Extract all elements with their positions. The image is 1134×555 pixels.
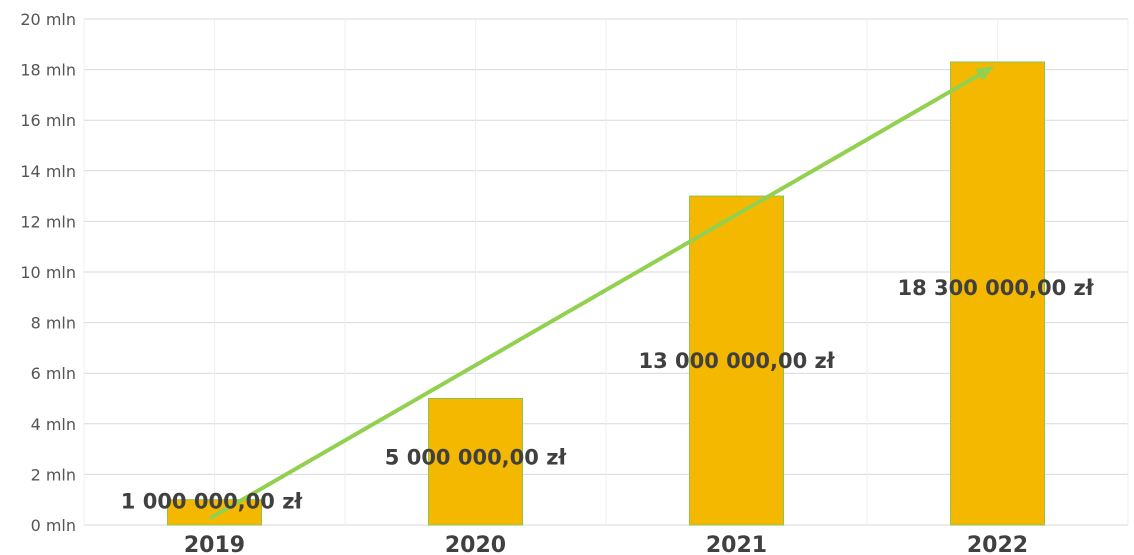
x-tick-label: 2021 xyxy=(706,533,767,555)
trend-line xyxy=(209,73,981,520)
y-tick-label: 16 mln xyxy=(20,111,76,130)
y-tick-label: 12 mln xyxy=(20,212,76,231)
y-tick-label: 8 mln xyxy=(31,314,76,333)
y-tick-label: 4 mln xyxy=(31,415,76,434)
data-labels: 1 000 000,00 zł 5 000 000,00 zł 13 000 000… xyxy=(121,276,1095,514)
data-label: 5 000 000,00 zł xyxy=(385,445,568,469)
x-axis: 2019 2020 2021 2022 xyxy=(184,533,1028,555)
y-tick-label: 6 mln xyxy=(31,364,76,383)
bar xyxy=(428,398,523,526)
y-tick-label: 20 mln xyxy=(20,10,76,29)
trend-arrowhead xyxy=(975,66,995,82)
y-tick-label: 14 mln xyxy=(20,162,76,181)
x-tick-label: 2019 xyxy=(184,533,245,555)
y-tick-label: 18 mln xyxy=(20,61,76,80)
bars xyxy=(167,61,1045,526)
data-label: 13 000 000,00 zł xyxy=(638,349,835,373)
y-tick-label: 0 mln xyxy=(31,516,76,535)
y-axis: 0 mln 2 mln 4 mln 6 mln 8 mln 10 mln 12 mln 14 … xyxy=(20,10,76,535)
trend xyxy=(209,66,995,520)
data-label: 18 300 000,00 zł xyxy=(897,276,1094,300)
x-tick-label: 2022 xyxy=(967,533,1028,555)
y-tick-label: 2 mln xyxy=(31,465,76,484)
x-tick-label: 2020 xyxy=(445,533,506,555)
bar xyxy=(689,195,784,526)
data-label: 1 000 000,00 zł xyxy=(121,490,304,514)
bar xyxy=(167,499,262,526)
y-tick-label: 10 mln xyxy=(20,263,76,282)
bar xyxy=(950,61,1045,526)
